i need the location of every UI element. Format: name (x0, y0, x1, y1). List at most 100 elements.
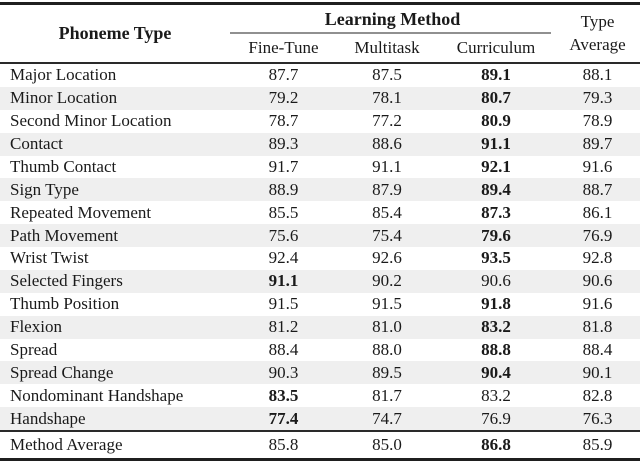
cell-fine-tune: 88.9 (268, 179, 299, 199)
column-header-phoneme-type: Phoneme Type (58, 23, 172, 43)
cell-multitask: 81.7 (372, 385, 402, 405)
cell-multitask: 87.5 (372, 65, 402, 85)
row-label: Handshape (10, 408, 86, 428)
cell-curriculum: 88.8 (481, 339, 511, 359)
cell-type-average: 79.3 (582, 88, 613, 108)
row-label: Minor Location (10, 88, 118, 108)
cell-type-average: 76.3 (582, 408, 613, 428)
cell-curriculum: 83.2 (481, 385, 511, 405)
row-label: Major Location (10, 65, 117, 85)
cell-type-average: 78.9 (582, 111, 613, 131)
cell-fine-tune: 75.6 (268, 225, 299, 245)
row-label: Path Movement (10, 225, 119, 245)
top-rule (0, 2, 640, 5)
row-label: Spread (10, 339, 58, 359)
cell-type-average: 82.8 (582, 385, 613, 405)
table-row: Handshape 77.4 74.7 76.9 76.3 (0, 407, 640, 430)
column-header-multitask: Multitask (354, 38, 420, 57)
cell-type-average: 90.6 (582, 271, 613, 291)
cell-type-average: 81.8 (582, 317, 613, 337)
footer-value: 85.0 (372, 435, 402, 454)
footer-value: 85.8 (268, 435, 299, 454)
cell-type-average: 91.6 (582, 294, 613, 314)
cell-multitask: 88.0 (372, 339, 402, 359)
cell-curriculum: 79.6 (481, 225, 511, 245)
column-header-curriculum: Curriculum (456, 38, 536, 57)
table-row: Nondominant Handshape 83.5 81.7 83.2 82.… (0, 384, 640, 407)
cmidrule (230, 32, 551, 34)
cell-type-average: 86.1 (582, 202, 613, 222)
row-label: Contact (10, 134, 63, 154)
footer-value: 86.8 (481, 435, 511, 454)
cell-curriculum: 83.2 (481, 317, 511, 337)
cell-fine-tune: 92.4 (268, 248, 299, 268)
footer-value: 85.9 (582, 435, 613, 454)
cell-fine-tune: 91.7 (268, 156, 299, 176)
cell-curriculum: 91.1 (481, 134, 511, 154)
table-row: Repeated Movement 85.5 85.4 87.3 86.1 (0, 201, 640, 224)
row-label: Selected Fingers (10, 271, 123, 291)
row-label: Wrist Twist (10, 248, 89, 268)
type-average-line2: Average (569, 34, 626, 54)
cell-fine-tune: 91.1 (268, 271, 299, 291)
cell-type-average: 89.7 (582, 134, 613, 154)
cell-fine-tune: 87.7 (268, 65, 299, 85)
cell-fine-tune: 81.2 (268, 317, 299, 337)
row-label: Nondominant Handshape (10, 385, 184, 405)
method-subheaders: Fine-Tune Multitask Curriculum (230, 34, 555, 62)
table-row: Thumb Contact 91.7 91.1 92.1 91.6 (0, 156, 640, 179)
row-label: Sign Type (10, 179, 79, 199)
cell-type-average: 88.7 (582, 179, 613, 199)
cell-fine-tune: 89.3 (268, 134, 299, 154)
row-label: Repeated Movement (10, 202, 152, 222)
cell-multitask: 90.2 (372, 271, 402, 291)
row-label: Thumb Position (10, 294, 120, 314)
cell-type-average: 90.1 (582, 362, 613, 382)
cell-curriculum: 91.8 (481, 294, 511, 314)
table-row: Thumb Position 91.5 91.5 91.8 91.6 (0, 293, 640, 316)
cell-multitask: 87.9 (372, 179, 402, 199)
cell-multitask: 78.1 (372, 88, 402, 108)
cell-multitask: 88.6 (372, 134, 402, 154)
table-row: Flexion 81.2 81.0 83.2 81.8 (0, 315, 640, 339)
cell-curriculum: 89.1 (481, 65, 511, 85)
cell-curriculum: 80.9 (481, 111, 511, 131)
cell-fine-tune: 85.5 (268, 202, 299, 222)
table-row: Sign Type 88.9 87.9 89.4 88.7 (0, 178, 640, 202)
cell-type-average: 88.1 (582, 65, 613, 85)
table-row: Spread 88.4 88.0 88.8 88.4 (0, 339, 640, 362)
cell-fine-tune: 88.4 (268, 339, 299, 359)
header-rule (0, 62, 640, 64)
cell-multitask: 77.2 (372, 111, 402, 131)
table-row: Second Minor Location 78.7 77.2 80.9 78.… (0, 110, 640, 133)
cell-curriculum: 80.7 (481, 88, 511, 108)
cell-curriculum: 89.4 (481, 179, 511, 199)
table-row: Selected Fingers 91.1 90.2 90.6 90.6 (0, 269, 640, 293)
learning-method-group: Learning Method Fine-Tune Multitask Curr… (230, 5, 555, 62)
cell-curriculum: 92.1 (481, 156, 511, 176)
table-row: Major Location 87.7 87.5 89.1 88.1 (0, 64, 640, 87)
row-label: Spread Change (10, 362, 114, 382)
column-header-fine-tune: Fine-Tune (248, 38, 319, 57)
cell-type-average: 91.6 (582, 156, 613, 176)
cell-fine-tune: 91.5 (268, 294, 299, 314)
table-row: Wrist Twist 92.4 92.6 93.5 92.8 (0, 247, 640, 270)
cell-curriculum: 87.3 (481, 202, 511, 222)
table-header: Phoneme Type Learning Method Fine-Tune M… (0, 5, 640, 62)
cell-multitask: 75.4 (372, 225, 402, 245)
footer-rule (0, 430, 640, 432)
footer-label: Method Average (10, 435, 123, 454)
row-label: Flexion (10, 317, 62, 337)
cell-curriculum: 90.6 (481, 271, 511, 291)
cell-curriculum: 90.4 (481, 362, 511, 382)
cell-multitask: 89.5 (372, 362, 402, 382)
table-row: Spread Change 90.3 89.5 90.4 90.1 (0, 361, 640, 385)
table-row: Minor Location 79.2 78.1 80.7 79.3 (0, 86, 640, 110)
row-label: Second Minor Location (10, 111, 172, 131)
column-group-header-learning-method: Learning Method (324, 9, 461, 29)
table-row: Contact 89.3 88.6 91.1 89.7 (0, 132, 640, 156)
cell-fine-tune: 83.5 (268, 385, 299, 405)
column-header-type-average: Type Average (555, 5, 640, 62)
bottom-rule (0, 458, 640, 461)
